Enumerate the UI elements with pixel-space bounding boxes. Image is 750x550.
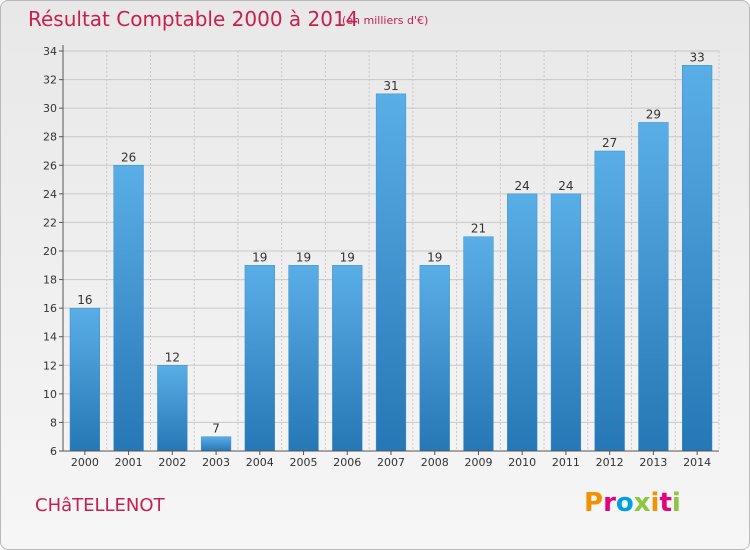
value-label-2011: 24 bbox=[558, 179, 573, 193]
logo-letter: o bbox=[615, 488, 634, 518]
bar-2014 bbox=[682, 65, 713, 452]
x-tick-label-2000: 2000 bbox=[71, 456, 99, 469]
value-label-2013: 29 bbox=[646, 107, 661, 121]
axis-layer: 6 8 10 12 14 16 18 20 22 24 26 28 30 32 34 2000 2001 2002… bbox=[43, 45, 719, 469]
value-label-2009: 21 bbox=[471, 222, 486, 236]
bar-2012 bbox=[594, 150, 625, 452]
y-tick-label: 26 bbox=[43, 159, 57, 172]
x-tick-label-2005: 2005 bbox=[290, 456, 318, 469]
bar-2005 bbox=[288, 265, 319, 452]
bar-2007 bbox=[375, 93, 407, 452]
value-label-2006: 19 bbox=[340, 250, 355, 264]
y-tick-label: 34 bbox=[43, 45, 57, 58]
y-tick-label: 14 bbox=[43, 331, 57, 344]
value-label-2008: 19 bbox=[427, 250, 442, 264]
y-tick-label: 22 bbox=[43, 216, 57, 229]
value-label-2002: 12 bbox=[165, 350, 180, 364]
y-tick-label: 18 bbox=[43, 274, 57, 287]
bar-2006 bbox=[332, 265, 363, 452]
logo-letter: r bbox=[603, 488, 616, 518]
bar-2010 bbox=[507, 193, 538, 452]
bar-2008 bbox=[419, 265, 450, 452]
x-tick-label-2004: 2004 bbox=[246, 456, 274, 469]
logo-letter: x bbox=[633, 488, 651, 518]
x-tick-label-2003: 2003 bbox=[202, 456, 230, 469]
town-name: CHâTELLENOT bbox=[35, 495, 165, 516]
y-tick-label: 8 bbox=[50, 416, 57, 429]
logo-letter: P bbox=[584, 488, 604, 518]
value-label-2004: 19 bbox=[252, 250, 267, 264]
y-tick-label: 16 bbox=[43, 302, 57, 315]
y-tick-label: 32 bbox=[43, 74, 57, 87]
proxiti-logo[interactable]: Proxiti bbox=[584, 488, 681, 518]
x-tick-label-2002: 2002 bbox=[158, 456, 186, 469]
value-label-2012: 27 bbox=[602, 136, 617, 150]
y-tick-label: 12 bbox=[43, 359, 57, 372]
value-label-2001: 26 bbox=[121, 150, 136, 164]
bar-2013 bbox=[638, 122, 669, 452]
x-tick-label-2008: 2008 bbox=[421, 456, 449, 469]
logo-letter: i bbox=[671, 488, 681, 518]
bar-2011 bbox=[550, 193, 582, 452]
value-label-2010: 24 bbox=[515, 179, 530, 193]
x-tick-label-2001: 2001 bbox=[115, 456, 143, 469]
bar-2000 bbox=[69, 307, 100, 452]
y-tick-label: 28 bbox=[43, 131, 57, 144]
y-tick-label: 24 bbox=[43, 188, 57, 201]
value-label-2003: 7 bbox=[212, 422, 220, 436]
x-tick-label-2011: 2011 bbox=[552, 456, 580, 469]
x-tick-label-2009: 2009 bbox=[464, 456, 492, 469]
value-label-2005: 19 bbox=[296, 250, 311, 264]
bar-layer: 16 26 12 7 19 19 19 31 19 21 24 24 27 29 33 bbox=[69, 50, 713, 452]
logo-letter: t bbox=[659, 488, 672, 518]
y-tick-label: 30 bbox=[43, 102, 57, 115]
value-label-2000: 16 bbox=[77, 293, 92, 307]
x-tick-label-2010: 2010 bbox=[508, 456, 536, 469]
chart-title: Résultat Comptable 2000 à 2014 bbox=[28, 7, 359, 31]
bar-2001 bbox=[113, 165, 144, 452]
bar-2009 bbox=[463, 236, 494, 452]
bar-2003 bbox=[200, 436, 232, 452]
value-label-2014: 33 bbox=[689, 50, 704, 64]
y-tick-label: 10 bbox=[43, 388, 57, 401]
value-label-2007: 31 bbox=[383, 79, 398, 93]
x-tick-label-2013: 2013 bbox=[639, 456, 667, 469]
y-tick-label: 20 bbox=[43, 245, 57, 258]
x-tick-label-2007: 2007 bbox=[377, 456, 405, 469]
chart-subtitle: (en milliers d'€) bbox=[342, 14, 429, 27]
x-tick-label-2012: 2012 bbox=[596, 456, 624, 469]
y-tick-label: 6 bbox=[50, 445, 57, 458]
x-tick-label-2014: 2014 bbox=[683, 456, 711, 469]
bar-2002 bbox=[157, 365, 188, 452]
logo-letter: i bbox=[650, 488, 660, 518]
bar-2004 bbox=[244, 265, 275, 452]
x-tick-label-2006: 2006 bbox=[333, 456, 361, 469]
